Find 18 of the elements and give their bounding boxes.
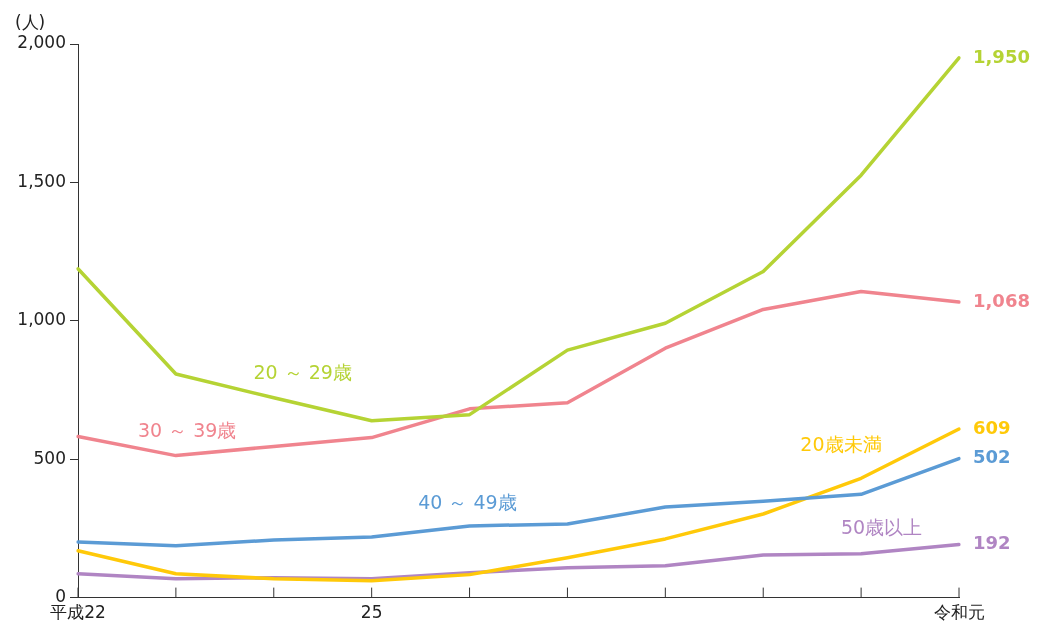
- y-tick-label: 1,500: [17, 170, 66, 191]
- series-label: 50歳以上: [840, 515, 923, 538]
- y-axis-title: (人): [14, 11, 46, 32]
- data-label: 609: [973, 416, 1011, 438]
- data-label: 502: [973, 446, 1011, 468]
- series-label: 20 ～ 29歳: [253, 361, 352, 384]
- series-label: 30 ～ 39歳: [138, 419, 237, 442]
- y-tick-label: 1,000: [17, 309, 66, 330]
- series-label: 40 ～ 49歳: [418, 490, 517, 513]
- series-label: 20歳未満: [800, 433, 882, 456]
- y-tick-label: 2,000: [17, 32, 66, 53]
- x-tick-label: 平成22: [50, 602, 106, 623]
- x-tick-label: 令和元: [933, 602, 985, 623]
- data-label: 1,068: [973, 289, 1030, 311]
- data-label: 192: [973, 532, 1011, 554]
- data-label: 1,950: [973, 45, 1030, 67]
- x-tick-label: 25: [360, 602, 383, 623]
- y-tick-label: 500: [33, 447, 66, 468]
